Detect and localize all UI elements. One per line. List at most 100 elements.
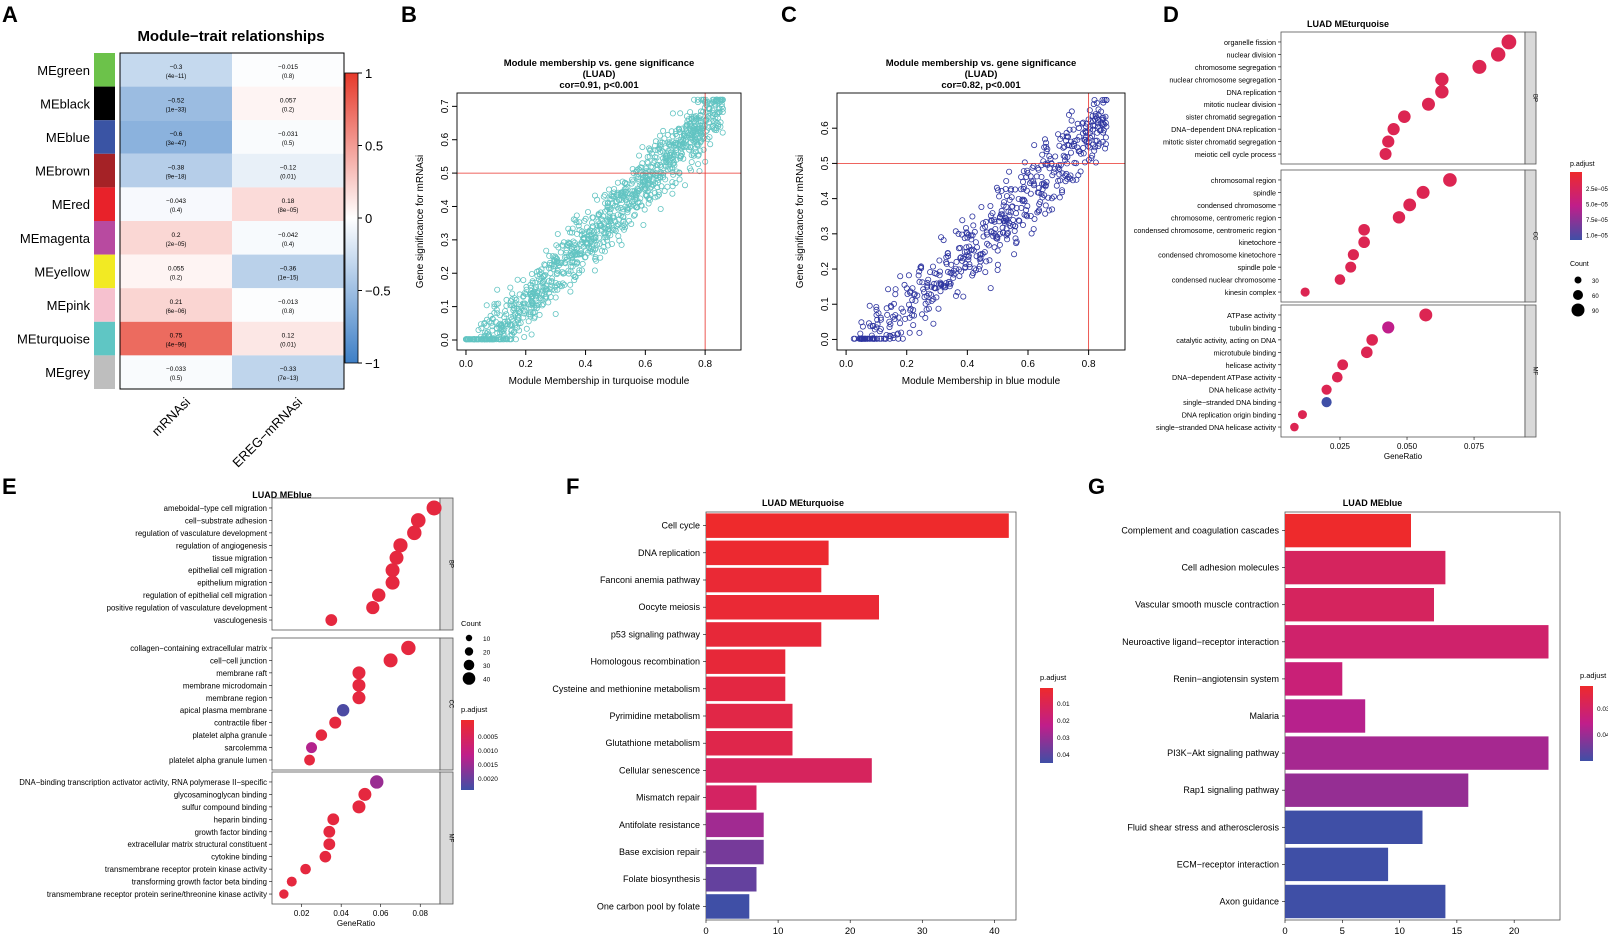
scatter-point [970, 222, 977, 229]
scatter-point [1097, 127, 1104, 134]
scatter-point [918, 263, 925, 270]
cell-value: −0.38 [168, 165, 185, 172]
bar [706, 731, 793, 756]
term-dot [1334, 274, 1346, 285]
scatter-point [885, 286, 892, 293]
scatter-point [1033, 173, 1040, 180]
scatter-point [1053, 182, 1060, 189]
facet-panel [1280, 169, 1526, 303]
scatter-point [493, 306, 500, 313]
module-color-swatch [94, 86, 115, 121]
heatmap-cell [232, 221, 344, 255]
x-tick-label: 30 [917, 926, 928, 934]
x-tick-label: 0.075 [1464, 442, 1485, 451]
scatter-point [1027, 173, 1034, 180]
cell-pvalue: (8e−05) [278, 208, 299, 214]
facet-panel [271, 637, 441, 771]
scatter-point [594, 241, 601, 248]
facet-strip [439, 637, 454, 771]
scatter-point [935, 305, 942, 312]
scatter-point [1029, 164, 1036, 171]
scatter-point [920, 286, 927, 293]
scatter-point [1055, 164, 1062, 171]
scatter-point [657, 205, 664, 212]
term-label: kinesin complex [1225, 288, 1277, 297]
x-tick-label: 0.2 [900, 359, 914, 370]
term-label: positive regulation of vasculature devel… [107, 604, 268, 613]
scatter-point [1005, 208, 1012, 215]
scatter-point [894, 331, 901, 338]
scatter-point [1094, 100, 1101, 107]
term-dot [323, 825, 336, 838]
scatter-point [1052, 165, 1059, 172]
scatter-point [892, 286, 899, 293]
term-dot [325, 614, 338, 626]
scatter-point [1086, 107, 1093, 114]
scatter-point [941, 284, 948, 291]
scatter-point [584, 240, 591, 247]
y-tick-label: 0.4 [820, 191, 831, 205]
scatter-point [502, 308, 509, 315]
cell-pvalue: (4e−11) [166, 74, 186, 80]
scatter-point [717, 123, 724, 130]
term-dot [401, 640, 416, 656]
scatter-point [654, 166, 661, 173]
x-tick-label: 0.2 [519, 359, 533, 370]
scatter-point [633, 204, 640, 211]
term-label: regulation of vasculature development [135, 529, 268, 538]
scatter-point [697, 128, 704, 135]
facet-strip-label: CC [1532, 232, 1538, 241]
scatter-point [573, 212, 580, 219]
x-tick-label: 0.6 [638, 359, 652, 370]
cell-value: 0.21 [170, 299, 183, 306]
cell-pvalue: (7e−13) [278, 376, 299, 382]
term-dot [323, 838, 336, 851]
scatter-point [1030, 178, 1037, 185]
scatter-point [698, 108, 705, 115]
scatter-point [710, 110, 717, 117]
scatter-point [516, 327, 523, 334]
scatter-point [655, 176, 662, 183]
scatter-point [608, 192, 615, 199]
cell-value: −0.042 [278, 232, 298, 239]
scatter-point [607, 216, 614, 223]
scatter-point [1001, 199, 1008, 206]
term-dot [1382, 135, 1395, 148]
bar [706, 513, 1009, 538]
scatter-point [508, 336, 515, 343]
scatter-point [557, 249, 564, 256]
legend-tick-label: 0.0005 [478, 734, 498, 741]
scatter-point [478, 325, 485, 332]
scatter-point [578, 251, 585, 258]
scatter-point [1076, 133, 1083, 140]
scatter-point [881, 335, 888, 342]
term-label: growth factor binding [195, 828, 267, 837]
scatter-point [619, 208, 626, 215]
scatter-point [553, 255, 560, 262]
scatter-point [669, 190, 676, 197]
scatter-point [571, 239, 578, 246]
scatter-point [930, 296, 937, 303]
scatter-point [679, 125, 686, 132]
scatter-point [686, 146, 693, 153]
scatter-point [953, 258, 960, 265]
scatter-point [1067, 172, 1074, 179]
scatter-point [891, 300, 898, 307]
scatter-point [496, 324, 503, 331]
row-label: MEpink [47, 298, 91, 313]
scatter-point [965, 253, 972, 260]
scatter-point [936, 257, 943, 264]
scatter-point [552, 310, 559, 317]
scatter-point [601, 191, 608, 198]
scatter-point [540, 273, 547, 280]
legend-size-label: 30 [483, 663, 491, 670]
scatter-point [916, 278, 923, 285]
term-label: transmembrane receptor protein kinase ac… [105, 865, 267, 874]
scatter-point [962, 260, 969, 267]
scatter-point [969, 246, 976, 253]
x-tick-label: 0.0 [459, 359, 473, 370]
scatter-point [648, 181, 655, 188]
scatter-point [999, 211, 1006, 218]
scatter-point [708, 100, 715, 107]
scatter-point [516, 291, 523, 298]
